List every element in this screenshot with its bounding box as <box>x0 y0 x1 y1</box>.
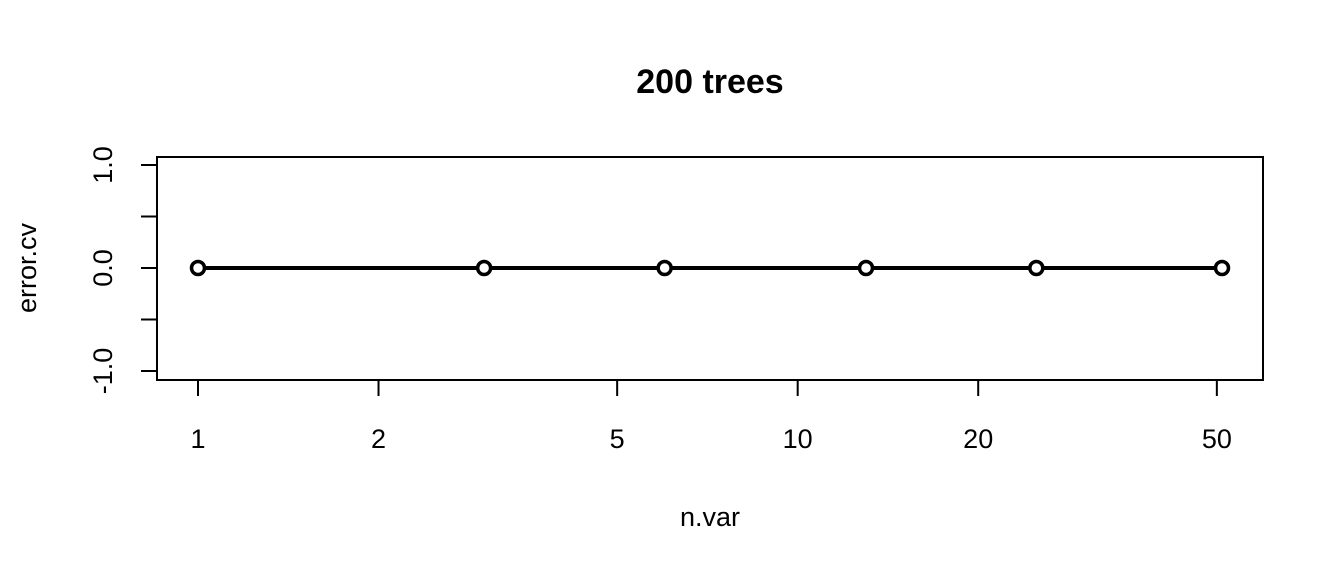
x-axis-label: n.var <box>680 502 740 532</box>
x-tick-label: 50 <box>1202 424 1232 454</box>
y-axis: -1.0 0.0 1.0 <box>88 146 158 395</box>
data-point <box>857 259 875 277</box>
data-point <box>189 259 207 277</box>
chart-title: 200 trees <box>636 63 783 101</box>
data-point <box>1213 259 1231 277</box>
data-point <box>475 259 493 277</box>
x-tick-label: 10 <box>783 424 813 454</box>
y-tick-label: 0.0 <box>88 249 118 287</box>
x-tick-label: 1 <box>190 424 205 454</box>
y-tick-label: 1.0 <box>88 146 118 184</box>
y-tick-label: -1.0 <box>88 348 118 395</box>
x-tick-label: 2 <box>371 424 386 454</box>
data-point <box>656 259 673 277</box>
data-point <box>1028 259 1045 277</box>
x-axis: 1 2 5 10 20 50 <box>190 379 1232 454</box>
x-tick-label: 20 <box>963 424 993 454</box>
y-axis-label: error.cv <box>12 222 42 313</box>
series-layer <box>189 259 1231 277</box>
x-tick-label: 5 <box>610 424 625 454</box>
